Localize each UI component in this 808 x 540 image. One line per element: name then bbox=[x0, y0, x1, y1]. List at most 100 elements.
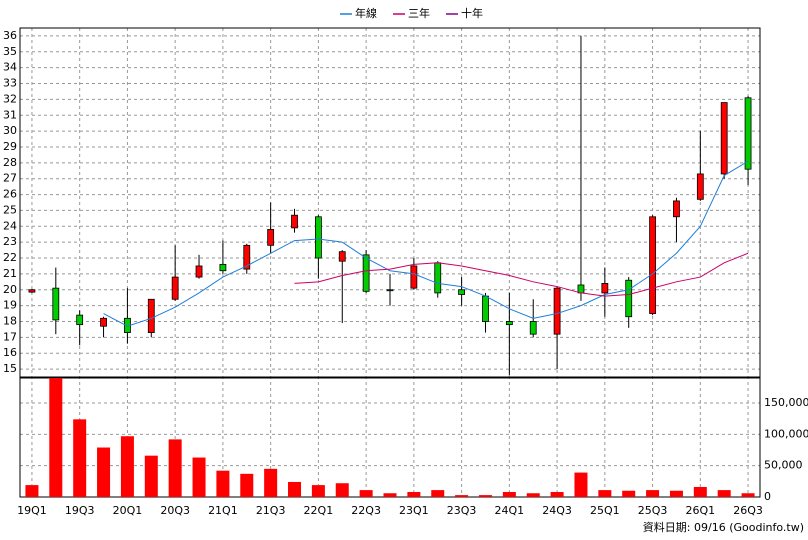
candle-body bbox=[601, 283, 609, 294]
candle-body bbox=[52, 287, 60, 321]
candle-body bbox=[386, 289, 394, 292]
candle-body bbox=[673, 200, 680, 218]
x-tick-label: 24Q3 bbox=[542, 504, 572, 517]
volume-bar bbox=[622, 490, 636, 497]
candle-body bbox=[553, 287, 561, 335]
x-tick-label: 26Q3 bbox=[733, 504, 763, 517]
volume-bar bbox=[455, 495, 469, 497]
y2-tick-label: 50,000 bbox=[764, 459, 803, 472]
volume-bar bbox=[168, 439, 182, 497]
volume-bar bbox=[49, 378, 63, 497]
x-tick-label: 19Q1 bbox=[17, 504, 47, 517]
candle-body bbox=[505, 321, 513, 326]
candle-body bbox=[219, 263, 227, 272]
candle-body bbox=[362, 254, 370, 292]
volume-bar bbox=[693, 486, 707, 497]
volume-bar bbox=[407, 491, 421, 497]
candle-body bbox=[458, 289, 466, 295]
volume-bar bbox=[120, 436, 134, 497]
y-tick-label: 26 bbox=[3, 188, 17, 201]
y2-tick-label: 100,000 bbox=[764, 427, 808, 440]
y-tick-label: 28 bbox=[3, 156, 17, 169]
volume-bar bbox=[97, 447, 111, 497]
y2-tick-label: 150,000 bbox=[764, 396, 808, 409]
x-tick-label: 20Q1 bbox=[113, 504, 143, 517]
volume-bar bbox=[25, 485, 39, 497]
volume-bar bbox=[288, 481, 302, 497]
y-tick-label: 22 bbox=[3, 251, 17, 264]
legend-label: 年線 bbox=[355, 6, 377, 20]
volume-bar bbox=[526, 493, 540, 497]
candle-body bbox=[338, 251, 346, 262]
line-series bbox=[103, 160, 749, 327]
volume-bar bbox=[598, 490, 612, 497]
x-tick-label: 22Q1 bbox=[304, 504, 334, 517]
y-tick-label: 16 bbox=[3, 346, 17, 359]
price-frame bbox=[19, 27, 761, 378]
y-tick-label: 17 bbox=[3, 330, 17, 343]
volume-bar bbox=[669, 490, 683, 497]
volume-bar bbox=[431, 490, 445, 497]
candle-body bbox=[434, 262, 442, 294]
x-tick-label: 21Q1 bbox=[208, 504, 238, 517]
source-note: 資料日期: 09/16 (Goodinfo.tw) bbox=[643, 520, 804, 534]
y-tick-label: 25 bbox=[3, 203, 17, 216]
x-tick-label: 26Q1 bbox=[685, 504, 715, 517]
line-series bbox=[294, 252, 749, 297]
y-tick-label: 31 bbox=[3, 108, 17, 121]
legend-label: 三年 bbox=[408, 6, 430, 20]
volume-bar bbox=[383, 493, 397, 497]
y-tick-label: 23 bbox=[3, 235, 17, 248]
candle-body bbox=[577, 284, 585, 294]
y-tick-label: 35 bbox=[3, 45, 17, 58]
volume-bar bbox=[478, 495, 492, 497]
volume-bar bbox=[264, 468, 278, 497]
volume-bar bbox=[646, 490, 660, 497]
candle-body bbox=[482, 295, 489, 322]
x-tick-label: 25Q3 bbox=[638, 504, 668, 517]
candle-body bbox=[410, 265, 418, 289]
y-tick-label: 30 bbox=[3, 124, 17, 137]
x-tick-label: 23Q1 bbox=[399, 504, 429, 517]
y-tick-label: 27 bbox=[3, 172, 17, 185]
candle-body bbox=[267, 229, 275, 246]
candle-body bbox=[529, 321, 537, 335]
y-tick-label: 15 bbox=[3, 362, 17, 375]
candle-body bbox=[100, 317, 107, 327]
candle-body bbox=[625, 279, 633, 318]
volume-bar bbox=[741, 493, 755, 497]
volume-bar bbox=[240, 473, 254, 497]
x-tick-label: 22Q3 bbox=[351, 504, 381, 517]
candle-body bbox=[720, 102, 728, 175]
x-tick-label: 21Q3 bbox=[256, 504, 286, 517]
volume-bar bbox=[574, 472, 588, 497]
x-tick-label: 20Q3 bbox=[160, 504, 190, 517]
volume-bar bbox=[144, 455, 158, 497]
volume-bar bbox=[73, 419, 87, 497]
candle-body bbox=[195, 265, 203, 278]
candle-body bbox=[76, 314, 84, 326]
candle-body bbox=[171, 276, 179, 300]
y-tick-label: 24 bbox=[3, 219, 17, 232]
y-tick-label: 34 bbox=[3, 61, 17, 74]
candle-body bbox=[744, 97, 752, 170]
legend-label: 十年 bbox=[461, 6, 483, 20]
volume-bar bbox=[311, 485, 325, 497]
y-tick-label: 32 bbox=[3, 92, 17, 105]
x-tick-label: 24Q1 bbox=[495, 504, 525, 517]
y-tick-label: 36 bbox=[3, 29, 17, 42]
candle-body bbox=[28, 289, 36, 293]
x-tick-label: 23Q3 bbox=[447, 504, 477, 517]
y-tick-label: 21 bbox=[3, 267, 17, 280]
y-tick-label: 33 bbox=[3, 77, 17, 90]
volume-bar bbox=[335, 483, 349, 497]
y-tick-label: 29 bbox=[3, 140, 17, 153]
volume-bar bbox=[192, 457, 206, 497]
x-tick-label: 19Q3 bbox=[65, 504, 95, 517]
y-tick-label: 18 bbox=[3, 314, 17, 327]
volume-bar bbox=[717, 490, 731, 497]
candle-body bbox=[649, 216, 656, 314]
candle-body bbox=[147, 298, 155, 333]
volume-bar bbox=[359, 490, 373, 497]
